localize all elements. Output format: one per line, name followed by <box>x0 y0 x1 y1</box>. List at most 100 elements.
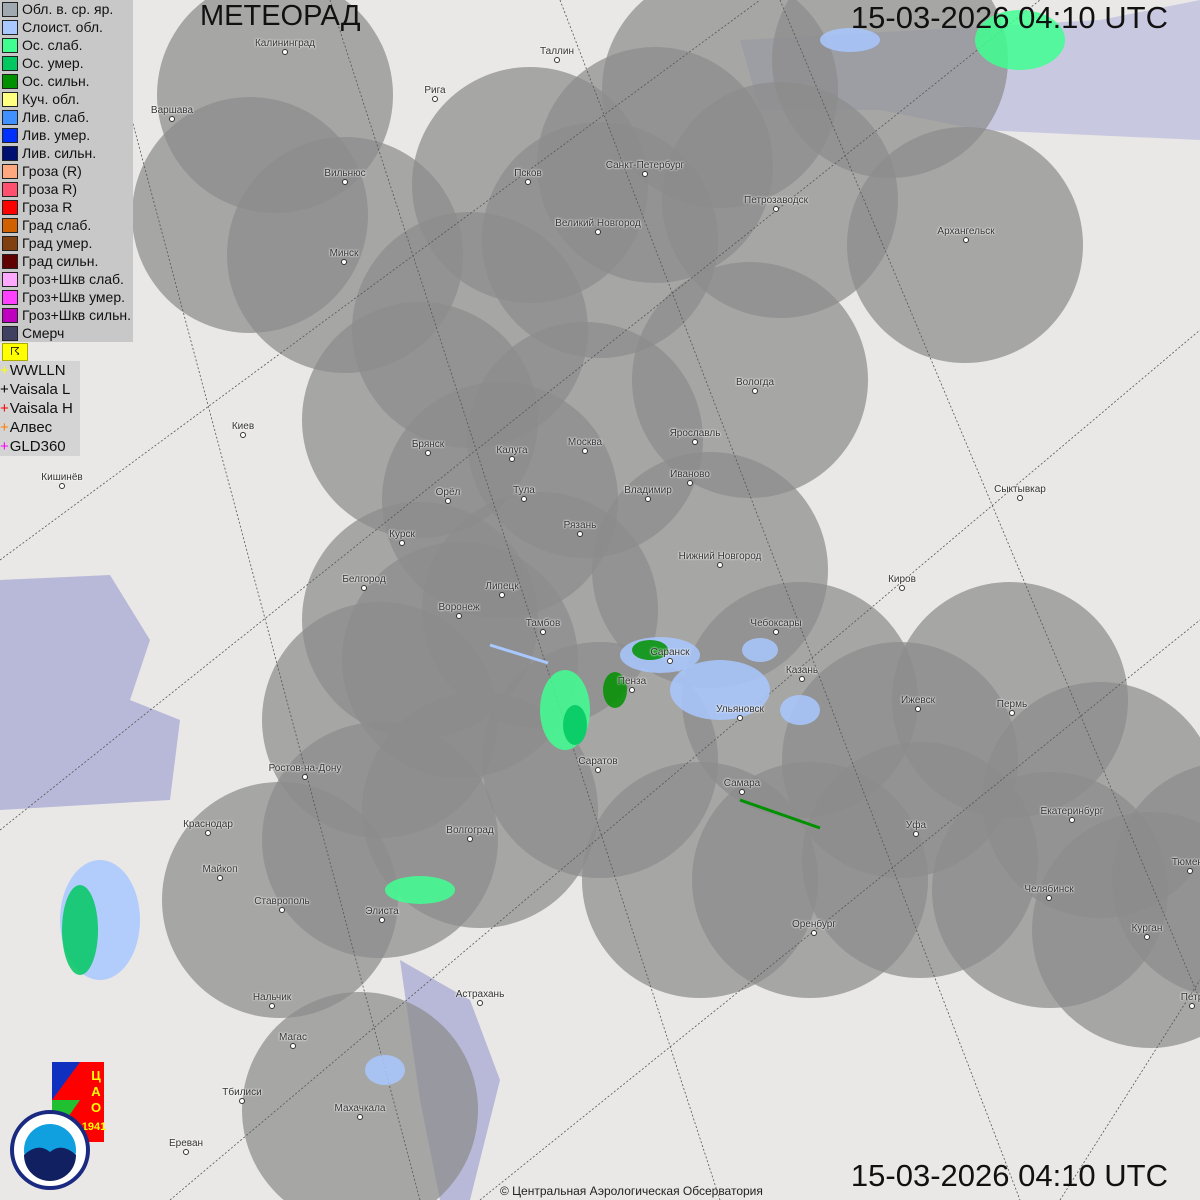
lightning-toggle-button[interactable]: ☈ <box>2 343 28 361</box>
legend-swatch <box>2 73 18 89</box>
city-marker <box>1046 895 1052 901</box>
graticule-line <box>1059 979 1200 1200</box>
legend-label: Гроз+Шкв слаб. <box>22 271 124 287</box>
legend-item: Ос. сильн. <box>0 72 133 90</box>
city-marker <box>425 450 431 456</box>
legend-swatch <box>2 235 18 251</box>
city-marker <box>432 96 438 102</box>
city-marker <box>1144 934 1150 940</box>
legend-swatch <box>2 199 18 215</box>
city-label: Кишинёв <box>41 472 83 483</box>
city-label: Ереван <box>168 1138 204 1149</box>
legend-label: Ос. умер. <box>22 55 84 71</box>
city-marker <box>183 1149 189 1155</box>
legend-swatch <box>2 37 18 53</box>
legend-swatch <box>2 307 18 323</box>
precipitation-echo <box>820 28 880 52</box>
city-marker <box>595 229 601 235</box>
legend-label: Гроз+Шкв сильн. <box>22 307 131 323</box>
logos: Ц А О 1941 <box>10 1062 106 1190</box>
legend-item: Лив. слаб. <box>0 108 133 126</box>
city-marker <box>540 629 546 635</box>
city-label: Брянск <box>411 439 445 450</box>
city-marker <box>642 171 648 177</box>
svg-text:О: О <box>91 1100 101 1115</box>
city-label: Петрозаводск <box>744 195 808 206</box>
city-label: Сыктывкар <box>994 484 1046 495</box>
city-label: Ростов-на-Дону <box>268 763 342 774</box>
city-marker <box>645 496 651 502</box>
city-marker <box>205 830 211 836</box>
lightning-network-label: Алвес <box>9 419 53 436</box>
city-marker <box>525 179 531 185</box>
precipitation-echo <box>489 643 549 665</box>
city-label: Вологда <box>735 377 775 388</box>
city-label: Майкоп <box>202 864 238 875</box>
precipitation-echo <box>385 876 455 904</box>
legend-item: Лив. умер. <box>0 126 133 144</box>
legend-item: Гроз+Шкв умер. <box>0 288 133 306</box>
city-marker <box>399 540 405 546</box>
city-label: Екатеринбург <box>1040 806 1104 817</box>
radar-coverage <box>262 722 498 958</box>
roshydromet-logo <box>10 1110 90 1190</box>
lightning-network-item[interactable]: +Алвес <box>0 418 80 437</box>
city-label: Ярославль <box>669 428 721 439</box>
city-marker <box>379 917 385 923</box>
city-label: Волгоград <box>446 825 494 836</box>
city-marker <box>169 116 175 122</box>
city-label: Курск <box>389 529 415 540</box>
legend-swatch <box>2 109 18 125</box>
city-label: Киров <box>888 574 916 585</box>
legend-swatch <box>2 1 18 17</box>
city-marker <box>739 789 745 795</box>
legend-label: Град сильн. <box>22 253 99 269</box>
precipitation-echo <box>563 705 587 745</box>
city-marker <box>687 480 693 486</box>
legend-swatch <box>2 271 18 287</box>
legend-item: Гроза (R) <box>0 162 133 180</box>
precipitation-echo <box>632 640 668 660</box>
precipitation-echo <box>739 798 821 830</box>
legend-swatch <box>2 289 18 305</box>
legend-label: Гроза R <box>22 199 73 215</box>
legend-swatch <box>2 55 18 71</box>
city-marker <box>456 613 462 619</box>
city-label: Магас <box>279 1032 307 1043</box>
legend-item: Смерч <box>0 324 133 342</box>
lightning-network-item[interactable]: +WWLLN <box>0 361 80 380</box>
city-marker <box>290 1043 296 1049</box>
city-marker <box>582 448 588 454</box>
legend-swatch <box>2 145 18 161</box>
city-marker <box>477 1000 483 1006</box>
city-label: Саранск <box>650 647 690 658</box>
city-label: Калуга <box>496 445 528 456</box>
lightning-network-item[interactable]: +Vaisala H <box>0 399 80 418</box>
black-sea <box>0 575 180 810</box>
city-marker <box>577 531 583 537</box>
timestamp-top: 15-03-2026 04:10 UTC <box>850 0 1168 35</box>
legend-label: Град умер. <box>22 235 93 251</box>
city-marker <box>445 498 451 504</box>
city-marker <box>1017 495 1023 501</box>
legend-item: Слоист. обл. <box>0 18 133 36</box>
city-marker <box>239 1098 245 1104</box>
city-label: Челябинск <box>1024 884 1074 895</box>
legend-label: Гроз+Шкв умер. <box>22 289 126 305</box>
legend-label: Град слаб. <box>22 217 92 233</box>
graticule-line <box>779 0 1200 1001</box>
city-marker <box>717 562 723 568</box>
city-marker <box>467 836 473 842</box>
precipitation-echo <box>975 10 1065 70</box>
legend-label: Гроза R) <box>22 181 78 197</box>
city-marker <box>282 49 288 55</box>
legend-swatch <box>2 19 18 35</box>
graticule-line <box>169 329 1200 1200</box>
city-label: Махачкала <box>334 1103 386 1114</box>
city-label: Белгород <box>342 574 386 585</box>
lightning-network-item[interactable]: +Vaisala L <box>0 380 80 399</box>
city-label: Самара <box>723 778 761 789</box>
city-marker <box>269 1003 275 1009</box>
lightning-network-item[interactable]: +GLD360 <box>0 437 80 456</box>
